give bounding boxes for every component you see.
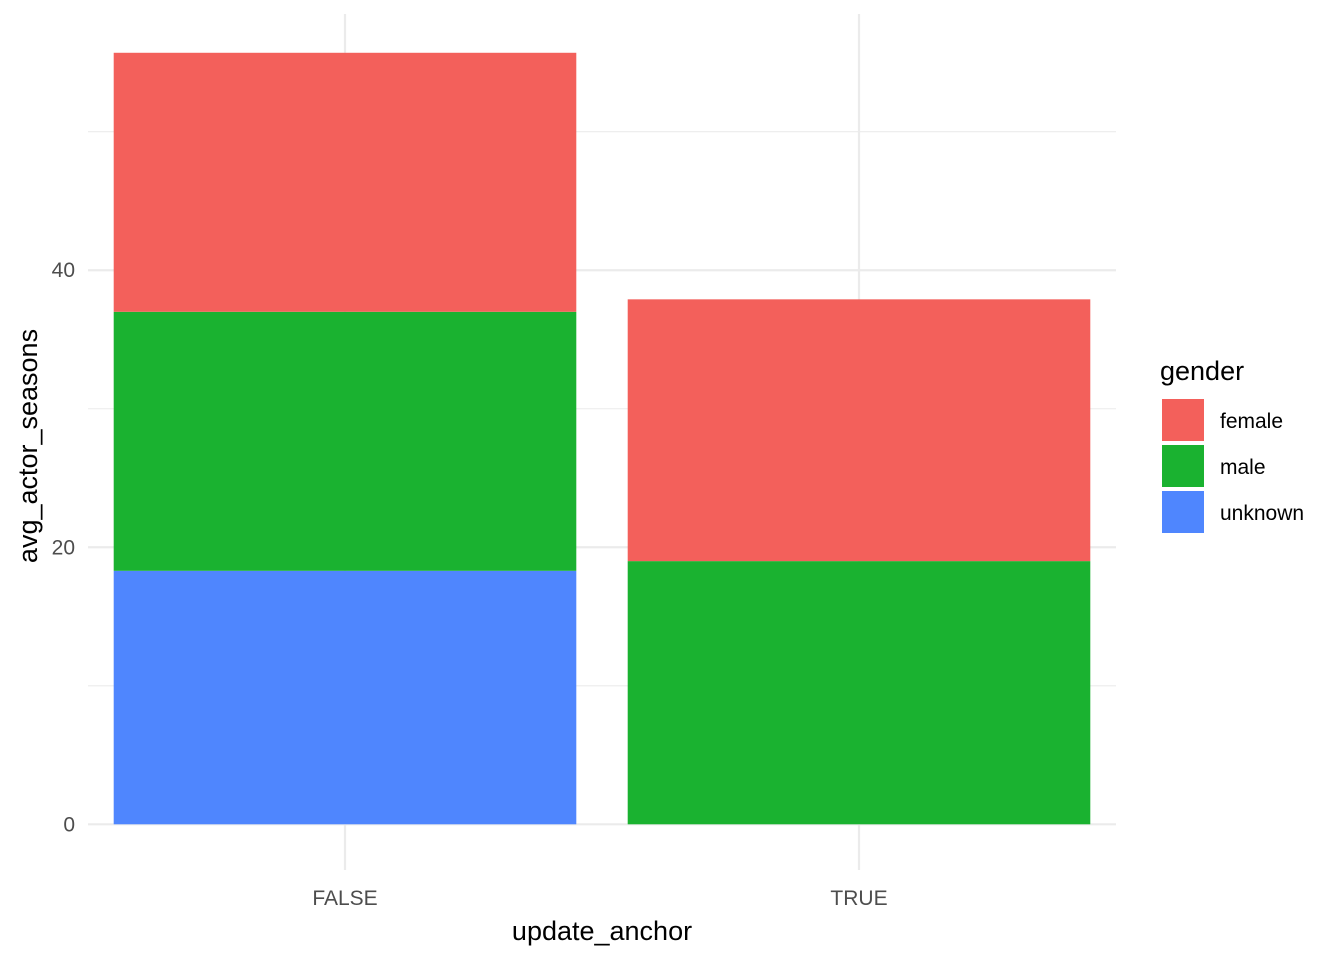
legend-label-female: female	[1220, 410, 1283, 433]
bar-female-false	[113, 52, 577, 312]
x-tick-label: FALSE	[312, 887, 377, 910]
bar-male-false	[113, 311, 577, 571]
y-tick-label: 20	[52, 536, 75, 559]
x-tick-label: TRUE	[830, 887, 887, 910]
y-axis-ticks: 0 20 40	[52, 259, 75, 836]
legend-label-male: male	[1220, 456, 1266, 479]
legend-label-unknown: unknown	[1220, 502, 1304, 525]
legend: gender female male unknown	[1160, 356, 1304, 533]
bar-female-true	[627, 299, 1091, 562]
y-tick-label: 40	[52, 259, 75, 282]
legend-key-unknown	[1162, 491, 1204, 533]
bar-unknown-false	[113, 570, 577, 825]
legend-key-female	[1162, 399, 1204, 441]
legend-title: gender	[1160, 356, 1244, 386]
bars	[113, 52, 1091, 825]
x-axis-title: update_anchor	[512, 916, 692, 946]
bar-male-true	[627, 561, 1091, 825]
x-axis-ticks: FALSE TRUE	[312, 887, 887, 910]
legend-key-male	[1162, 445, 1204, 487]
y-axis-title: avg_actor_seasons	[13, 329, 43, 563]
y-tick-label: 0	[63, 813, 75, 836]
